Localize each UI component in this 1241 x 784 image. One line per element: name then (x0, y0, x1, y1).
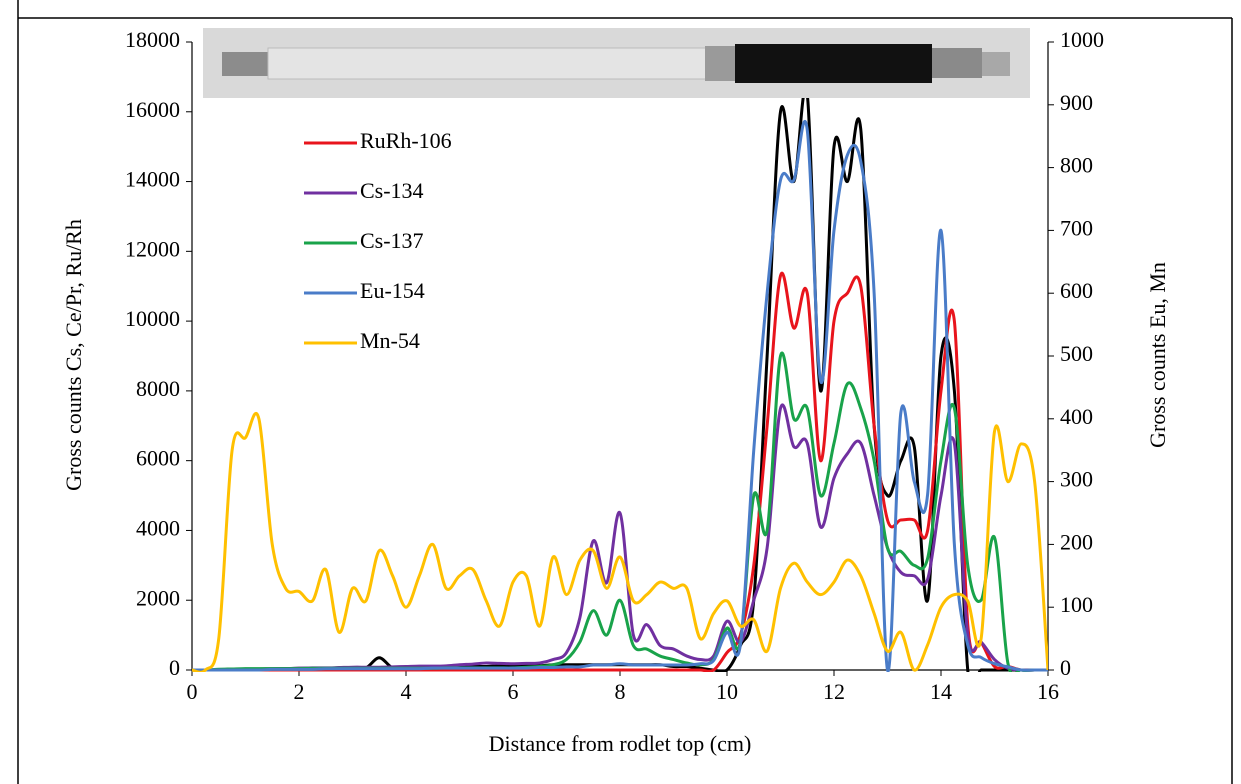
legend-label: Mn-54 (360, 328, 420, 353)
x-tick-label: 12 (823, 679, 845, 704)
y2-tick-label: 800 (1060, 153, 1093, 178)
fuel-section (735, 44, 932, 83)
y-tick-label: 12000 (125, 236, 180, 261)
x-tick-label: 4 (401, 679, 412, 704)
x-tick-label: 6 (508, 679, 519, 704)
y2-tick-label: 100 (1060, 592, 1093, 617)
rod-section (705, 46, 735, 81)
y-tick-label: 14000 (125, 167, 180, 192)
y2-axis-title: Gross counts Eu, Mn (1145, 262, 1170, 448)
legend-label: Cs-137 (360, 228, 424, 253)
y-tick-label: 4000 (136, 515, 180, 540)
y-tick-label: 2000 (136, 585, 180, 610)
y2-tick-label: 900 (1060, 90, 1093, 115)
series-line (192, 271, 1048, 672)
legend-label: RuRh-106 (360, 128, 452, 153)
end-cap (222, 52, 270, 76)
rod-section (932, 48, 982, 78)
x-tick-label: 0 (187, 679, 198, 704)
y2-tick-label: 0 (1060, 655, 1071, 680)
legend-label: Eu-154 (360, 278, 425, 303)
y-axis-title: Gross counts Cs, Ce/Pr, Ru/Rh (61, 219, 86, 491)
y-tick-label: 16000 (125, 97, 180, 122)
rodlet-image (203, 28, 1030, 98)
x-tick-label: 14 (930, 679, 952, 704)
y2-tick-label: 400 (1060, 404, 1093, 429)
x-tick-label: 10 (716, 679, 738, 704)
y2-tick-label: 700 (1060, 215, 1093, 240)
y2-tick-label: 1000 (1060, 27, 1104, 52)
rod-section (267, 47, 709, 80)
y-tick-label: 18000 (125, 27, 180, 52)
legend-label: Cs-134 (360, 178, 424, 203)
y2-tick-label: 500 (1060, 341, 1093, 366)
series-line (192, 412, 1048, 672)
plot-area: 0 2 4 6 8 10 12 14 16020004000600080001000012000… (125, 27, 1104, 704)
y2-tick-label: 300 (1060, 467, 1093, 492)
y2-tick-label: 600 (1060, 278, 1093, 303)
y-tick-label: 8000 (136, 376, 180, 401)
end-cap (982, 52, 1010, 76)
y-tick-label: 6000 (136, 446, 180, 471)
y-tick-label: 0 (169, 655, 180, 680)
y2-tick-label: 200 (1060, 529, 1093, 554)
x-axis-title: Distance from rodlet top (cm) (489, 731, 752, 756)
x-tick-label: 8 (615, 679, 626, 704)
x-tick-label: 2 (294, 679, 305, 704)
y-tick-label: 10000 (125, 306, 180, 331)
series-line (192, 119, 1048, 672)
x-tick-label: 16 (1037, 679, 1059, 704)
